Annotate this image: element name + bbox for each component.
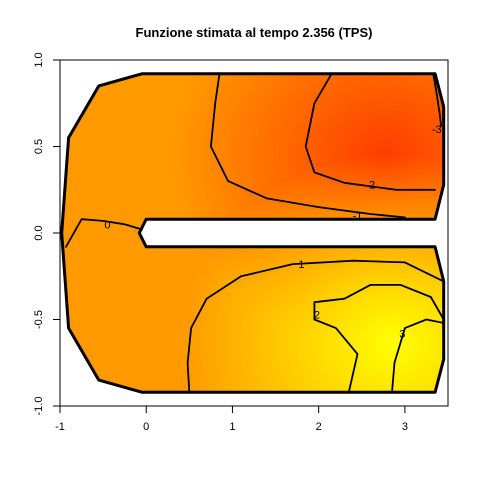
chart-title: Funzione stimata al tempo 2.356 (TPS) (136, 25, 373, 40)
contour-label: 2 (314, 309, 320, 321)
contour-labels: 0 -1 -2 -3 1 2 3 (104, 124, 441, 340)
contour-label: 1 (298, 259, 304, 271)
x-tick-label: 3 (402, 421, 408, 433)
y-tick-label: 0.5 (33, 139, 45, 154)
y-tick-label: -1.0 (33, 397, 45, 416)
x-tick-label: 0 (143, 421, 149, 433)
contour-label: -1 (353, 211, 363, 223)
contour-line (210, 72, 406, 219)
y-tick-label: 1.0 (33, 52, 45, 67)
contour-line (432, 72, 442, 127)
heatmap-fill (61, 73, 444, 393)
plot-area: 0 -1 -2 -3 1 2 3 (60, 72, 446, 394)
contour-line (391, 318, 445, 394)
x-axis: -1 0 1 2 3 (55, 405, 408, 433)
y-tick-label: -0.5 (33, 310, 45, 329)
contour-label: -2 (366, 180, 376, 192)
contour-line (304, 72, 436, 191)
heatmap-high-region (61, 73, 444, 393)
contour-line (313, 284, 445, 394)
contour-line (65, 218, 143, 248)
y-axis: -1.0 -0.5 0.0 0.5 1.0 (33, 52, 61, 416)
x-tick-label: 2 (316, 421, 322, 433)
contour-label: -3 (432, 124, 442, 136)
contour-label: 3 (399, 328, 405, 340)
y-tick-label: 0.0 (33, 225, 45, 240)
contour-label: 0 (104, 219, 110, 231)
contour-lines (65, 72, 445, 394)
x-tick-label: 1 (229, 421, 235, 433)
x-tick-label: -1 (55, 421, 65, 433)
domain-boundary (60, 72, 446, 394)
contour-line (186, 259, 445, 394)
